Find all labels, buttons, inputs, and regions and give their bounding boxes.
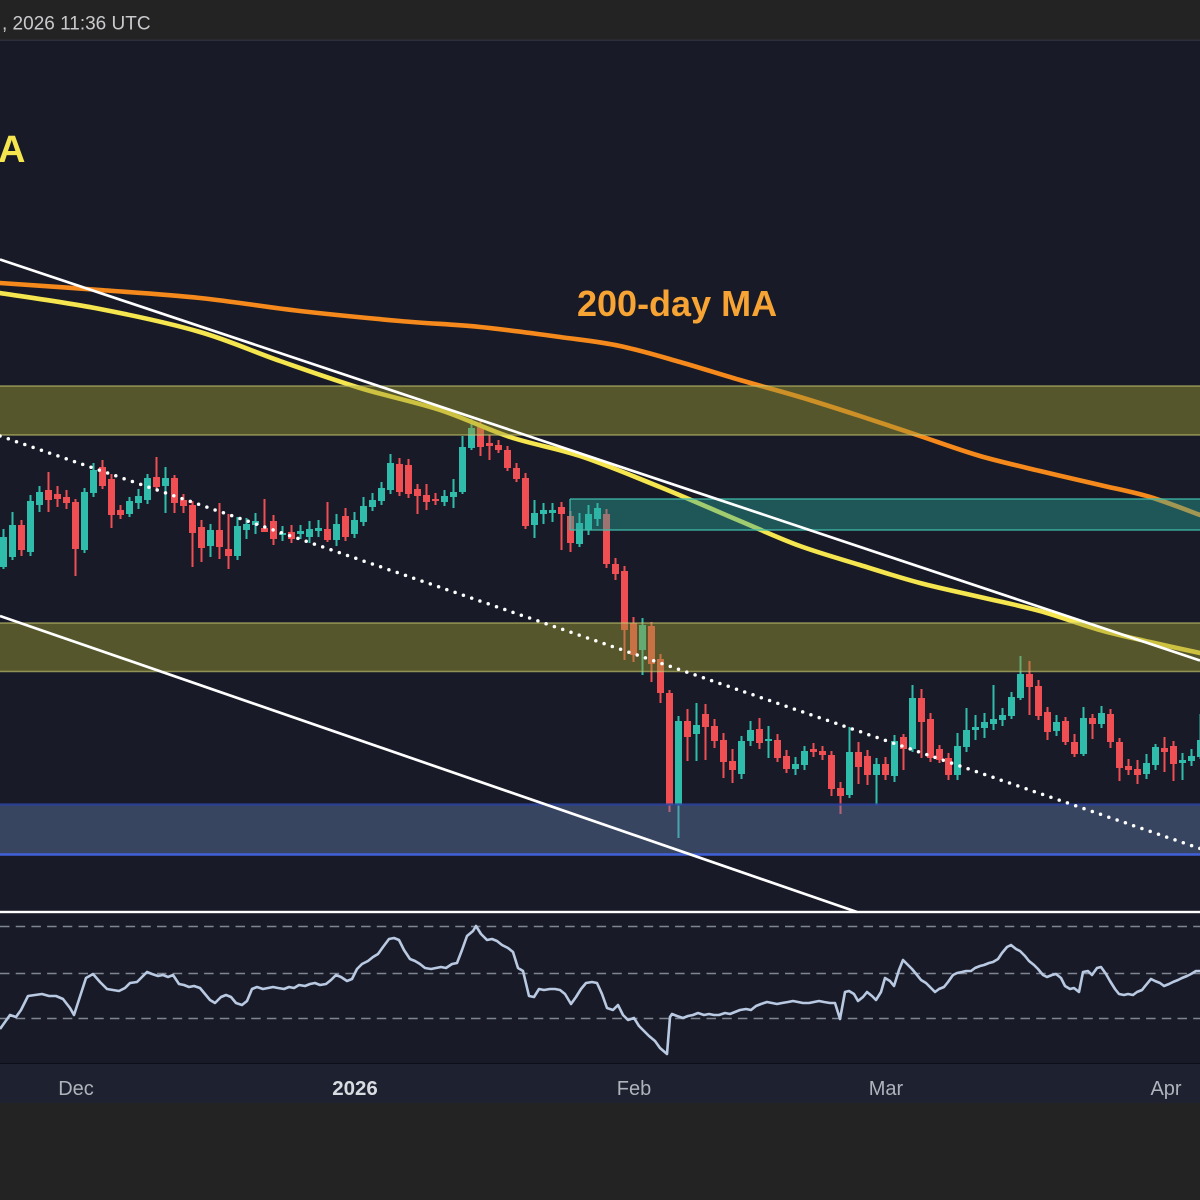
svg-text:, 2026 11:36 UTC: , 2026 11:36 UTC <box>2 14 151 35</box>
svg-text:2026: 2026 <box>332 1077 378 1100</box>
svg-text:Dec: Dec <box>58 1078 94 1100</box>
svg-text:200-day MA: 200-day MA <box>577 283 777 324</box>
svg-text:A: A <box>0 129 25 171</box>
svg-text:Feb: Feb <box>617 1078 651 1100</box>
svg-text:Apr: Apr <box>1150 1078 1181 1100</box>
svg-text:Mar: Mar <box>869 1078 904 1100</box>
